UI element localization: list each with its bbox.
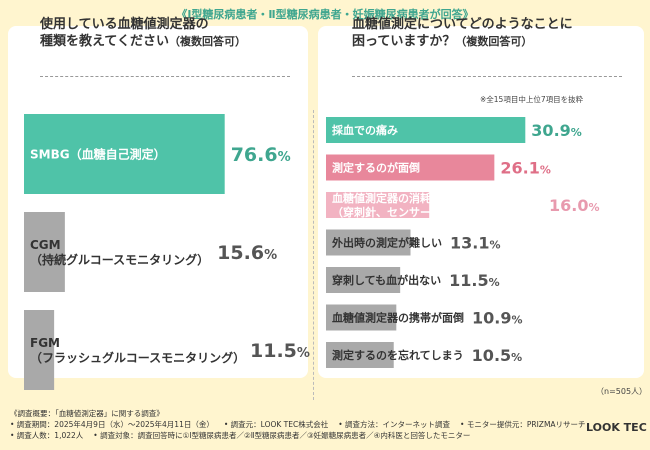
bar	[24, 310, 55, 390]
footer-item: • 調査元：LOOK TEC株式会社	[223, 420, 329, 429]
category-label: （穿刺針、センサーなど）のコストが高い	[332, 205, 541, 219]
footer-item: • 調査人数：1,022人	[10, 431, 84, 440]
footer-item: • 調査期間：2025年4月9日（水）〜2025年4月11日（金）	[10, 420, 214, 429]
respondent-banner: 《Ⅰ型糖尿病患者・Ⅱ型糖尿病患者・妊娠糖尿病患者が回答》	[176, 8, 474, 21]
bar	[326, 154, 495, 181]
value-label: 11.5%	[250, 340, 310, 362]
bar	[326, 117, 526, 143]
value-label: 11.5%	[449, 271, 500, 290]
bar	[326, 267, 401, 293]
category-label: 血糖値測定器の消耗品	[332, 191, 442, 205]
category-label: 測定するのが面倒	[332, 160, 420, 174]
value-label: 26.1%	[500, 158, 551, 177]
footer-item: • 調査方法：インターネット調査	[338, 420, 451, 429]
left-question-title: 使用している血糖値測定器の 種類を教えてください（複数回答可）	[40, 17, 246, 49]
category-label: 穿刺しても血が出ない	[332, 273, 441, 287]
panel-divider	[313, 110, 314, 400]
category-label: CGM	[30, 238, 61, 252]
bar	[326, 192, 430, 218]
value-label: 16.0%	[549, 196, 600, 215]
value-label: 15.6%	[217, 242, 277, 264]
bar	[24, 212, 65, 292]
bar	[326, 229, 411, 256]
footer-item: • 調査対象：調査回答時に①Ⅰ型糖尿病患者／②Ⅱ型糖尿病患者／③妊娠糖尿病患者／…	[93, 431, 471, 440]
footer-item: • モニター提供元：PRIZMAリサーチ	[460, 420, 586, 429]
category-label: 外出時の測定が難しい	[331, 235, 442, 249]
footer-line-2: • 調査期間：2025年4月9日（水）〜2025年4月11日（金） • 調査元：L…	[10, 419, 596, 430]
left-panel	[8, 26, 308, 378]
category-label: 測定するのを忘れてしまう	[332, 348, 464, 362]
value-label: 10.5%	[472, 346, 523, 365]
sample-size-note: （n=505人）	[596, 387, 648, 396]
category-label: （持続グルコースモニタリング）	[30, 252, 209, 267]
value-label: 13.1%	[450, 233, 501, 252]
footer-item: 《調査概要：「血糖値測定器」に関する調査》	[10, 409, 164, 418]
brand-logo: LOOK TEC	[586, 421, 647, 434]
left-title-underline	[40, 76, 290, 77]
value-label: 30.9%	[531, 121, 582, 140]
category-label: FGM	[30, 336, 60, 350]
footer-line-1: 《調査概要：「血糖値測定器」に関する調査》	[10, 408, 596, 419]
value-label: 76.6%	[231, 144, 291, 166]
survey-footer: 《調査概要：「血糖値測定器」に関する調査》 • 調査期間：2025年4月9日（水…	[10, 408, 596, 441]
footer-line-3: • 調査人数：1,022人 • 調査対象：調査回答時に①Ⅰ型糖尿病患者／②Ⅱ型糖尿…	[10, 430, 596, 441]
category-label: 採血での痛み	[332, 123, 398, 137]
top-items-note: ※全15項目中上位7項目を抜粋	[480, 95, 584, 104]
category-label: SMBG（血糖自己測定）	[30, 146, 166, 161]
right-title-underline	[352, 76, 622, 77]
value-label: 10.9%	[472, 308, 523, 327]
bar	[326, 342, 394, 368]
right-question-title: 血糖値測定についてどのようなことに 困っていますか？（複数回答可）	[352, 17, 573, 49]
bar	[326, 304, 397, 331]
category-label: （フラッシュグルコースモニタリング）	[30, 350, 245, 365]
category-label: 血糖値測定器の携帯が面倒	[332, 310, 464, 324]
bar	[24, 114, 225, 194]
